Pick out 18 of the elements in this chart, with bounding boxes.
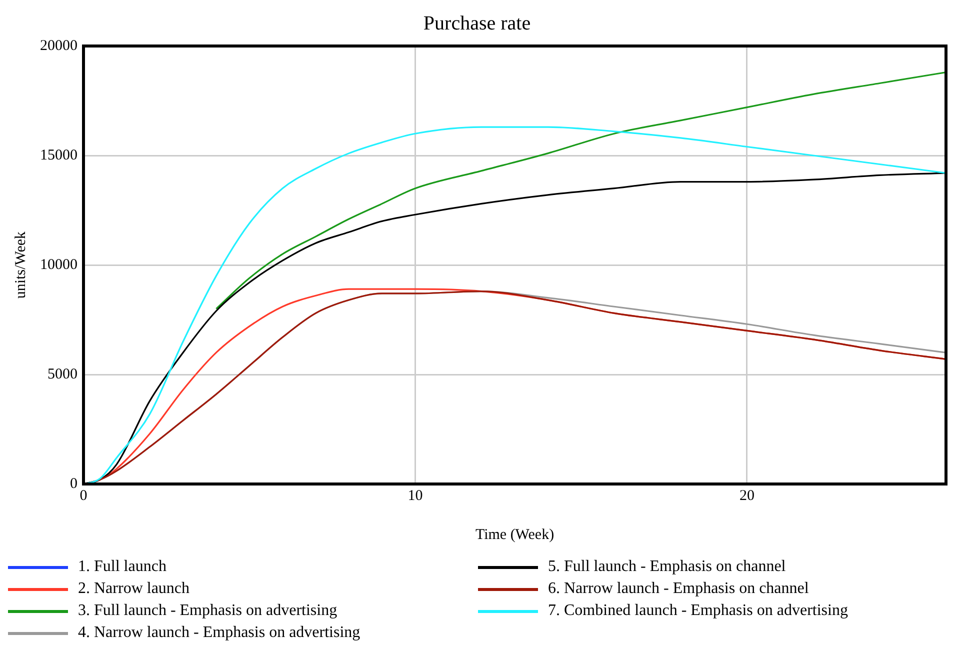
- y-tick-label: 20000: [40, 38, 78, 54]
- legend-label: 5. Full launch - Emphasis on channel: [548, 558, 786, 576]
- legend-label: 3. Full launch - Emphasis on advertising: [78, 602, 338, 620]
- x-tick-label: 20: [739, 488, 754, 504]
- y-axis-title: units/Week: [12, 230, 29, 299]
- legend-label: 2. Narrow launch: [78, 580, 190, 598]
- legend-label: 4. Narrow launch - Emphasis on advertising: [78, 624, 360, 642]
- y-tick-label: 10000: [40, 256, 78, 273]
- legend-label: 7. Combined launch - Emphasis on advertising: [548, 602, 848, 620]
- x-axis-title: Time (Week): [475, 526, 554, 543]
- legend-label: 1. Full launch: [78, 558, 166, 576]
- y-tick-label: 0: [70, 476, 78, 492]
- y-tick-label: 5000: [48, 366, 78, 382]
- legend-label: 6. Narrow launch - Emphasis on channel: [548, 580, 809, 598]
- x-tick-label: 10: [408, 488, 423, 504]
- y-tick-label: 15000: [40, 147, 78, 164]
- x-tick-label: 0: [80, 488, 88, 504]
- chart-title: Purchase rate: [423, 12, 531, 34]
